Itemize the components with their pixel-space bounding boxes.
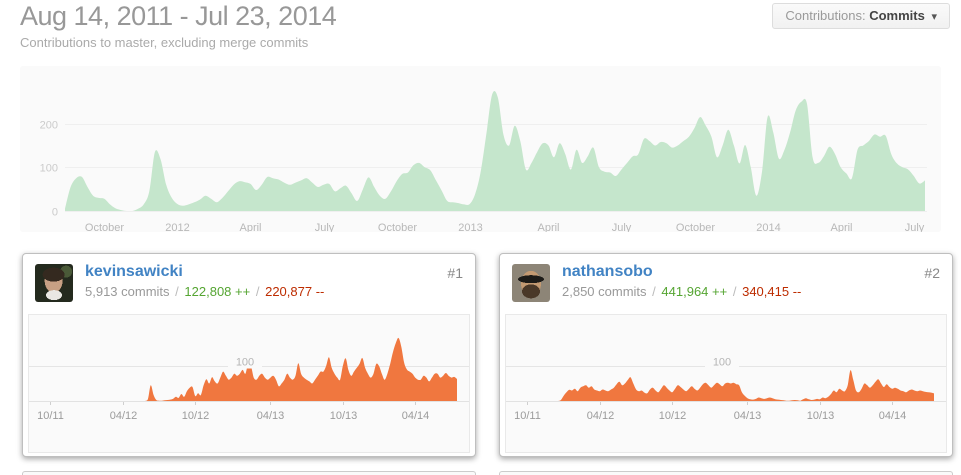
contributor-name-link[interactable]: kevinsawicki: [85, 263, 183, 280]
svg-text:October: October: [378, 222, 417, 232]
additions-count: 122,808 ++: [184, 284, 251, 299]
stats-separator: /: [652, 284, 656, 299]
stats-separator: /: [255, 284, 260, 299]
contributor-card-kevinsawicki: kevinsawicki #1 5,913 commits / 122,808 …: [22, 253, 476, 457]
contributor-name-link[interactable]: nathansobo: [562, 263, 653, 280]
svg-text:July: July: [905, 222, 925, 232]
svg-text:July: July: [315, 222, 335, 232]
svg-text:October: October: [676, 222, 715, 232]
contributor-card-header: nathansobo #2 2,850 commits / 441,964 ++…: [500, 254, 952, 314]
deletions-count: 340,415 --: [742, 284, 802, 299]
contributions-dropdown-value: Commits: [869, 8, 925, 23]
contributions-dropdown-button[interactable]: Contributions: Commits ▾: [772, 3, 950, 29]
main-contributions-chart[interactable]: 0 100 200 October 2012 April July October 2013 Ap…: [20, 66, 941, 232]
contributor-chart-kevinsawicki[interactable]: 100 10/11 04/12 10/12 04/13 10/13 04/14: [29, 315, 469, 452]
svg-text:0: 0: [52, 207, 58, 219]
svg-text:10/12: 10/12: [182, 410, 210, 422]
svg-text:10/13: 10/13: [330, 410, 358, 422]
svg-text:04/12: 04/12: [587, 410, 615, 422]
contributor-card-nathansobo: nathansobo #2 2,850 commits / 441,964 ++…: [499, 253, 953, 457]
svg-text:04/13: 04/13: [257, 410, 285, 422]
svg-text:2012: 2012: [165, 222, 189, 232]
svg-text:April: April: [830, 222, 852, 232]
commit-count: 5,913 commits: [85, 284, 170, 299]
svg-text:October: October: [85, 222, 124, 232]
contributor-stats: 2,850 commits / 441,964 ++ / 340,415 --: [562, 284, 801, 299]
svg-text:200: 200: [40, 120, 58, 132]
svg-text:2013: 2013: [458, 222, 482, 232]
contributor-chart-nathansobo[interactable]: 100 10/11 04/12 10/12 04/13 10/13 04/14: [506, 315, 946, 452]
contributions-dropdown-label: Contributions:: [785, 8, 866, 23]
svg-text:100: 100: [236, 357, 254, 369]
deletions-count: 220,877 --: [265, 284, 325, 299]
page-subtitle: Contributions to master, excluding merge…: [20, 35, 309, 50]
svg-text:04/12: 04/12: [110, 410, 138, 422]
svg-text:10/13: 10/13: [807, 410, 835, 422]
date-range-title: Aug 14, 2011 - Jul 23, 2014: [20, 1, 337, 31]
chevron-down-icon: ▾: [931, 11, 937, 23]
svg-text:04/14: 04/14: [402, 410, 430, 422]
next-row-card-partial: [499, 471, 953, 475]
svg-text:July: July: [612, 222, 632, 232]
svg-text:100: 100: [713, 357, 731, 369]
contributor-rank: #1: [447, 265, 463, 281]
svg-text:10/12: 10/12: [659, 410, 687, 422]
main-contributions-panel: 0 100 200 October 2012 April July October 2013 Ap…: [20, 66, 941, 232]
commit-count: 2,850 commits: [562, 284, 647, 299]
svg-text:April: April: [537, 222, 559, 232]
svg-text:10/11: 10/11: [514, 410, 541, 422]
contributor-chart-box: 100 10/11 04/12 10/12 04/13 10/13 04/14: [505, 314, 947, 453]
contributor-chart-box: 100 10/11 04/12 10/12 04/13 10/13 04/14: [28, 314, 470, 453]
svg-text:100: 100: [40, 163, 58, 175]
svg-text:April: April: [239, 222, 261, 232]
svg-text:04/14: 04/14: [879, 410, 907, 422]
svg-text:2014: 2014: [756, 222, 780, 232]
additions-count: 441,964 ++: [661, 284, 728, 299]
stats-separator: /: [732, 284, 737, 299]
contributor-card-header: kevinsawicki #1 5,913 commits / 122,808 …: [23, 254, 475, 314]
svg-text:04/13: 04/13: [734, 410, 762, 422]
page-header: Aug 14, 2011 - Jul 23, 2014 Contribution…: [20, 0, 337, 50]
contributor-rank: #2: [924, 265, 940, 281]
stats-separator: /: [175, 284, 179, 299]
avatar-kevinsawicki[interactable]: [35, 264, 73, 302]
next-row-card-partial: [22, 471, 476, 475]
avatar-nathansobo[interactable]: [512, 264, 550, 302]
contributor-stats: 5,913 commits / 122,808 ++ / 220,877 --: [85, 284, 324, 299]
svg-text:10/11: 10/11: [37, 410, 64, 422]
